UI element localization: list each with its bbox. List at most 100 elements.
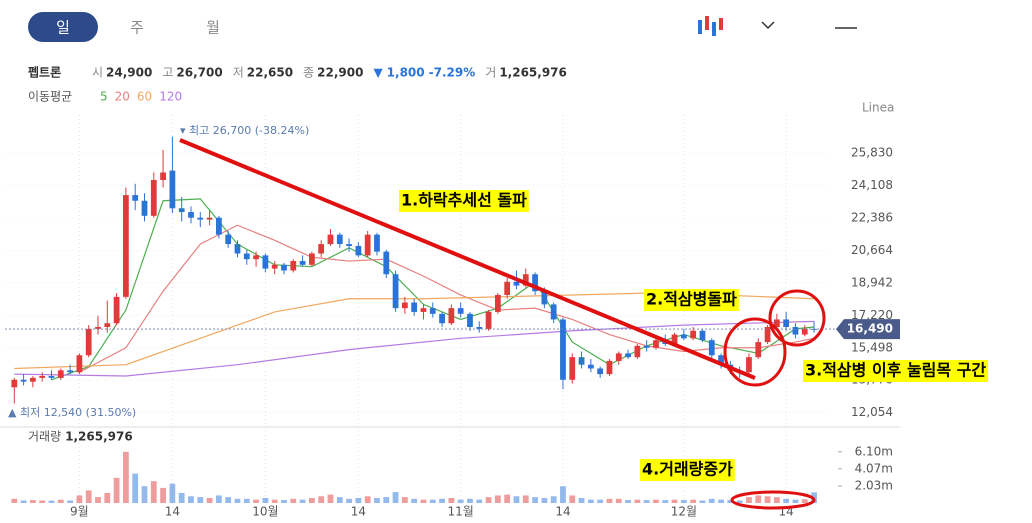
candle-body [39, 376, 46, 378]
volume-bar [327, 494, 334, 503]
volume-bar [150, 481, 157, 503]
candle-body [615, 353, 622, 361]
y-tick-label: 18,942 [851, 275, 893, 289]
volume-bar [467, 498, 473, 503]
volume-bar [522, 495, 529, 503]
candle-body [141, 200, 148, 216]
candle-body [550, 304, 557, 320]
volume-bar [773, 497, 780, 503]
candle-body [355, 245, 362, 256]
y-tick-label: 25,830 [851, 146, 893, 160]
volume-bar [253, 499, 259, 503]
volume-tick-label: 4.07m [855, 461, 893, 475]
candle-body [485, 311, 492, 329]
candle-body [606, 360, 613, 375]
volume-bar [541, 497, 548, 503]
candle-body [290, 261, 297, 271]
volume-bar [336, 497, 343, 503]
candle-body [643, 345, 650, 348]
circle-annotation [723, 317, 787, 387]
volume-tick-label: 2.03m [855, 478, 893, 492]
info-value: 24,900 [106, 66, 152, 80]
volume-bar [308, 497, 315, 503]
volume-bar [178, 492, 185, 503]
y-tick-label: 17,220 [851, 308, 893, 322]
dropdown-icon[interactable] [761, 21, 775, 30]
volume-bar [560, 486, 566, 503]
volume-bar [801, 499, 808, 503]
volume-bar [392, 492, 399, 503]
ma-title: 이동평균 [28, 90, 72, 104]
candle-body [578, 357, 585, 365]
scale-label: Linea [862, 101, 894, 115]
tab[interactable]: 주 [130, 19, 144, 37]
chart-type-icon[interactable] [698, 16, 723, 36]
candle-body [234, 244, 241, 254]
candle-body [76, 355, 83, 373]
candle-body [281, 264, 287, 271]
volume-bar [662, 500, 669, 503]
annotation-bg [399, 190, 529, 212]
annotation-text: 3.적삼병 이후 눌림목 구간 [805, 361, 986, 380]
candle-body [429, 308, 436, 314]
annotation-text: 1.하락추세선 돌파 [401, 191, 527, 210]
high-label: ▾ 최고 26,700 (-38.24%) [180, 124, 309, 137]
x-tick-label: 14 [555, 505, 570, 519]
ma-legend-item: 60 [137, 90, 152, 104]
stock-name: 펩트론 [28, 65, 61, 80]
y-tick-label: 12,054 [851, 405, 893, 419]
candle-body [113, 296, 120, 324]
volume-bar [169, 483, 176, 503]
volume-bar [95, 497, 101, 503]
candle-body [150, 180, 157, 216]
volume-bar [188, 496, 194, 503]
candle-body [383, 251, 390, 275]
volume-bar [113, 477, 120, 503]
candle-body [764, 327, 771, 343]
volume-bar [225, 497, 232, 503]
candle-body [708, 340, 715, 356]
candle-body [57, 370, 64, 378]
volume-bar [132, 473, 139, 503]
candle-body [457, 308, 464, 314]
candle-body [85, 328, 92, 356]
volume-bar [569, 495, 576, 503]
candle-body [541, 291, 548, 305]
candle-body [467, 313, 473, 328]
candle-body [783, 319, 790, 328]
y-tick-label: 15,498 [851, 340, 893, 354]
volume-bar [476, 499, 483, 503]
x-tick-label: 10월 [252, 505, 278, 519]
x-tick-label: 12월 [671, 505, 697, 519]
tab-active[interactable] [28, 12, 98, 42]
tab[interactable]: 일 [56, 19, 70, 37]
volume-bar [625, 500, 631, 503]
candle-body [336, 234, 343, 245]
volume-bar [141, 486, 148, 503]
volume-bar [123, 451, 129, 503]
candle-body [625, 353, 631, 358]
candle-body [773, 319, 780, 328]
candle-body [169, 170, 176, 209]
candle-body [308, 253, 315, 265]
volume-bar [690, 499, 697, 503]
candle-body [504, 281, 511, 295]
volume-bar [513, 496, 520, 503]
info-value: 26,700 [176, 66, 222, 80]
candle-body [104, 323, 111, 328]
ma-legend-item: 20 [115, 90, 130, 104]
volume-bar [671, 499, 678, 503]
candle-body [197, 217, 204, 220]
volume-bar [578, 497, 585, 503]
volume-bar [643, 500, 650, 503]
candle-body [160, 172, 166, 181]
x-tick-label: 11월 [448, 505, 474, 519]
candle-body [680, 334, 687, 339]
tab[interactable]: 월 [206, 19, 220, 37]
volume-bar [355, 497, 362, 503]
volume-bar [39, 500, 46, 503]
volume-tick-label: 6.10m [855, 444, 893, 458]
candle-body [560, 319, 566, 380]
volume-value: 1,265,976 [65, 430, 133, 444]
